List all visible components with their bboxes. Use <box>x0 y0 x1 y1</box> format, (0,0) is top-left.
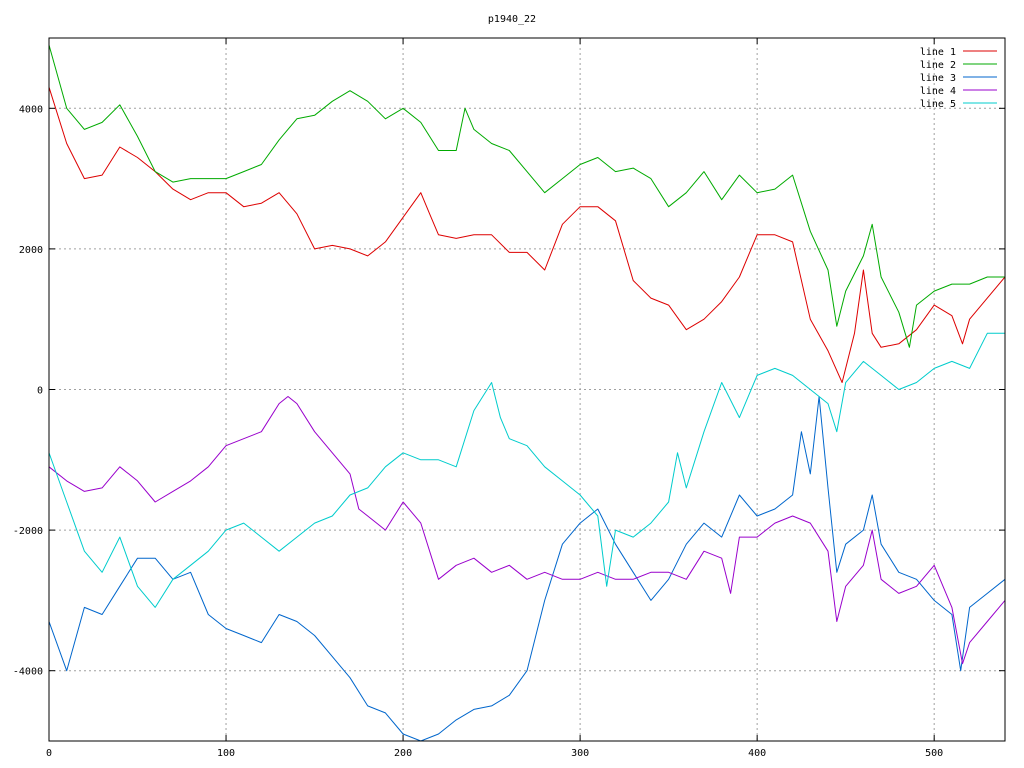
y-tick-label: -2000 <box>13 526 43 537</box>
x-tick-label: 500 <box>925 748 943 759</box>
y-tick-label: -4000 <box>13 667 43 678</box>
legend-label: line 5 <box>920 99 956 110</box>
y-tick-label: 4000 <box>19 104 43 115</box>
legend-label: line 1 <box>920 47 956 58</box>
y-tick-label: 0 <box>37 386 43 397</box>
y-tick-label: 2000 <box>19 245 43 256</box>
series-line-4 <box>49 396 1005 665</box>
x-tick-label: 200 <box>394 748 412 759</box>
axis-ticks: 0 100 200 300 400 500 -4000 -2000 0 2000 4000 <box>13 38 1005 759</box>
gridlines <box>49 38 1005 741</box>
x-tick-label: 400 <box>748 748 766 759</box>
series-line-1 <box>49 87 1005 383</box>
legend: line 1 line 2 line 3 line 4 line 5 <box>920 47 997 110</box>
x-tick-label: 100 <box>217 748 235 759</box>
series-line-2 <box>49 44 1005 348</box>
x-tick-label: 300 <box>571 748 589 759</box>
legend-label: line 2 <box>920 60 956 71</box>
series-line-5 <box>49 332 1005 608</box>
series-lines <box>49 44 1005 741</box>
series-line-3 <box>49 396 1005 741</box>
legend-label: line 3 <box>920 73 956 84</box>
x-tick-label: 0 <box>46 748 52 759</box>
legend-label: line 4 <box>920 86 956 97</box>
chart-title: p1940_22 <box>488 14 536 25</box>
